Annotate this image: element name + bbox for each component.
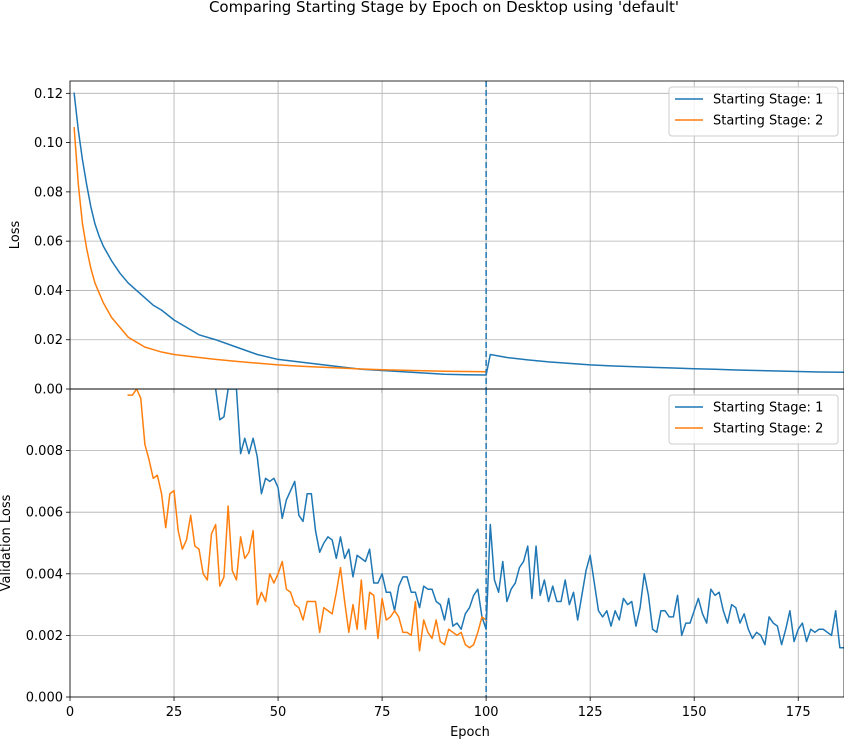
y-tick-label: 0.006 bbox=[26, 506, 63, 521]
figure-title: Comparing Starting Stage by Epoch on Des… bbox=[209, 0, 679, 16]
series-line-stage-2 bbox=[73, 127, 487, 373]
series-line-stage-1 bbox=[214, 389, 844, 649]
legend-label-stage-1: Starting Stage: 1 bbox=[713, 401, 823, 416]
series-line-stage-1 bbox=[73, 92, 844, 376]
legend-label-stage-1: Starting Stage: 1 bbox=[713, 93, 823, 108]
y-tick-label: 0.008 bbox=[26, 444, 63, 459]
y-tick-label: 0.12 bbox=[34, 87, 63, 102]
series-line-stage-2 bbox=[127, 389, 488, 652]
x-tick-label: 125 bbox=[578, 705, 603, 720]
legend-box bbox=[668, 394, 839, 445]
legend-label-stage-2: Starting Stage: 2 bbox=[713, 114, 823, 129]
x-tick-label: 75 bbox=[374, 705, 391, 720]
x-tick-label: 175 bbox=[786, 705, 811, 720]
y-tick-label: 0.00 bbox=[34, 383, 63, 398]
series-layer bbox=[127, 389, 844, 652]
x-tick-label: 0 bbox=[66, 705, 74, 720]
y-tick-label: 0.10 bbox=[34, 136, 63, 151]
y-tick-label: 0.004 bbox=[26, 567, 63, 582]
axes-frame bbox=[69, 388, 844, 698]
legend: Starting Stage: 1 Starting Stage: 2 bbox=[668, 86, 839, 137]
y-tick-label: 0.002 bbox=[26, 629, 63, 644]
x-axis-label: Epoch bbox=[450, 725, 490, 739]
series-layer bbox=[73, 92, 844, 376]
loss-panel: 0.00 0.02 0.04 0.06 0.08 0.10 0.12 Loss Starting… bbox=[8, 80, 844, 398]
x-tick-label: 50 bbox=[270, 705, 287, 720]
legend-box bbox=[668, 86, 839, 137]
y-tick-label: 0.06 bbox=[34, 235, 63, 250]
x-tick-label: 25 bbox=[166, 705, 183, 720]
y-tick-label: 0.04 bbox=[34, 284, 63, 299]
y-axis-label: Validation Loss bbox=[0, 494, 14, 591]
y-axis-label: Loss bbox=[8, 221, 23, 250]
legend: Starting Stage: 1 Starting Stage: 2 bbox=[668, 394, 839, 445]
validation-loss-panel: 0.000 0.002 0.004 0.006 0.008 0 25 50 75 100 125 15… bbox=[0, 388, 844, 739]
x-tick-label: 100 bbox=[474, 705, 499, 720]
legend-label-stage-2: Starting Stage: 2 bbox=[713, 422, 823, 437]
y-tick-label: 0.08 bbox=[34, 185, 63, 200]
y-tick-label: 0.02 bbox=[34, 333, 63, 348]
x-tick-label: 150 bbox=[682, 705, 707, 720]
y-tick-label: 0.000 bbox=[26, 691, 63, 706]
